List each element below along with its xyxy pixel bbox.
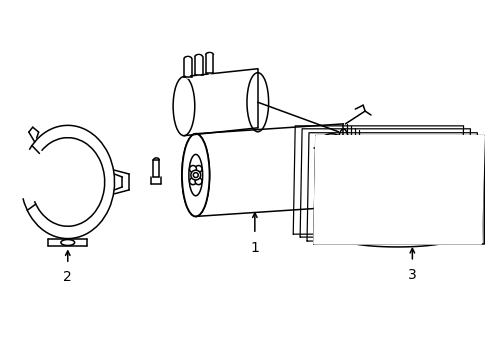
Ellipse shape bbox=[182, 134, 209, 216]
Circle shape bbox=[189, 178, 196, 185]
Circle shape bbox=[317, 134, 345, 161]
Ellipse shape bbox=[182, 134, 209, 216]
Ellipse shape bbox=[173, 77, 194, 136]
Text: 1: 1 bbox=[250, 241, 259, 255]
Ellipse shape bbox=[188, 154, 202, 196]
Ellipse shape bbox=[246, 73, 268, 132]
Circle shape bbox=[323, 140, 339, 156]
Ellipse shape bbox=[334, 129, 351, 212]
Polygon shape bbox=[313, 136, 483, 244]
Circle shape bbox=[195, 166, 202, 172]
Text: 2: 2 bbox=[63, 270, 72, 284]
Circle shape bbox=[189, 166, 196, 172]
Circle shape bbox=[193, 172, 198, 177]
Circle shape bbox=[195, 178, 202, 185]
Text: 3: 3 bbox=[407, 267, 416, 282]
Circle shape bbox=[190, 170, 200, 180]
Ellipse shape bbox=[61, 239, 75, 246]
